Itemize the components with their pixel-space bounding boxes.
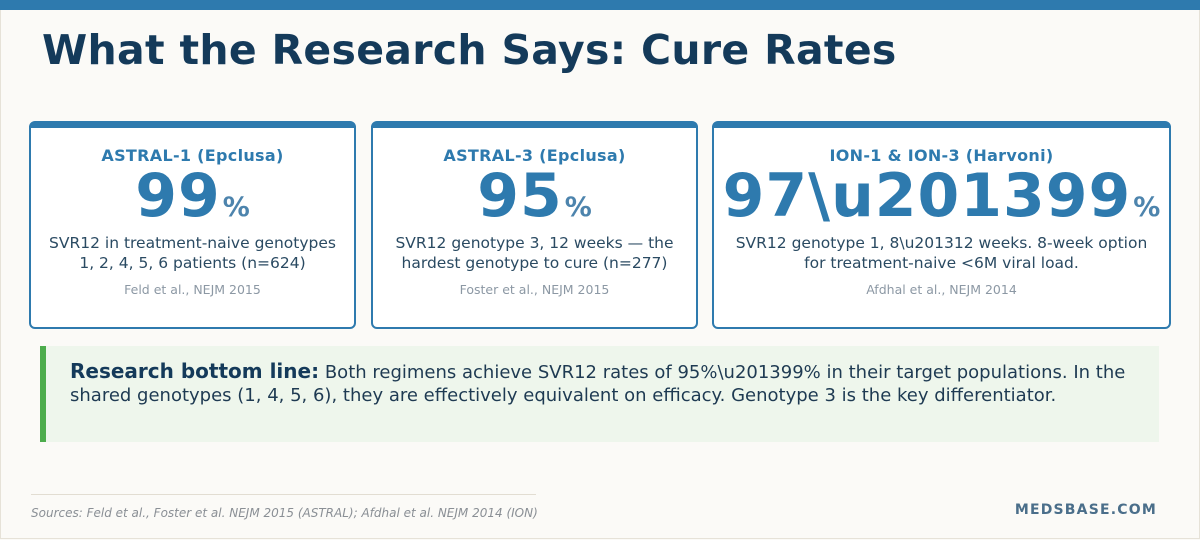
sources-note: Sources: Feld et al., Foster et al. NEJM… xyxy=(31,506,538,520)
card-source: Foster et al., NEJM 2015 xyxy=(459,282,610,297)
bottom-line-label: Research bottom line: xyxy=(70,359,320,383)
bottom-line-text: Both regimens achieve SVR12 rates of 95%… xyxy=(70,362,1126,406)
stat-card-astral-1: ASTRAL-1 (Epclusa) 99% SVR12 in treatmen… xyxy=(29,121,356,329)
card-description: SVR12 in treatment-naive genotypes 1, 2,… xyxy=(49,234,336,272)
card-source: Feld et al., NEJM 2015 xyxy=(124,282,261,297)
card-title: ASTRAL-1 (Epclusa) xyxy=(101,146,284,165)
stat-value: 99% xyxy=(31,165,354,227)
brand-logo-text: MEDSBASE.COM xyxy=(1014,502,1157,518)
stat-number: 95 xyxy=(477,161,563,231)
bottom-line-callout: Research bottom line: Both regimens achi… xyxy=(40,346,1159,442)
stat-number: 97\u201399 xyxy=(722,161,1132,231)
stat-unit: % xyxy=(564,192,592,223)
card-description: SVR12 genotype 1, 8\u201312 weeks. 8-wee… xyxy=(735,234,1148,272)
page-title: What the Research Says: Cure Rates xyxy=(42,26,897,74)
card-title: ION-1 & ION-3 (Harvoni) xyxy=(829,146,1054,165)
stat-card-ion: ION-1 & ION-3 (Harvoni) 97\u201399% SVR1… xyxy=(712,121,1171,329)
stat-number: 99 xyxy=(135,161,221,231)
top-accent-bar xyxy=(0,0,1200,10)
stat-unit: % xyxy=(222,192,250,223)
stat-value: 97\u201399% xyxy=(714,165,1169,227)
card-description: SVR12 genotype 3, 12 weeks — the hardest… xyxy=(395,234,674,272)
card-source: Afdhal et al., NEJM 2014 xyxy=(866,282,1017,297)
stat-value: 95% xyxy=(373,165,696,227)
stat-card-astral-3: ASTRAL-3 (Epclusa) 95% SVR12 genotype 3,… xyxy=(371,121,698,329)
stat-unit: % xyxy=(1133,192,1161,223)
card-title: ASTRAL-3 (Epclusa) xyxy=(443,146,626,165)
footer-divider xyxy=(31,494,536,495)
